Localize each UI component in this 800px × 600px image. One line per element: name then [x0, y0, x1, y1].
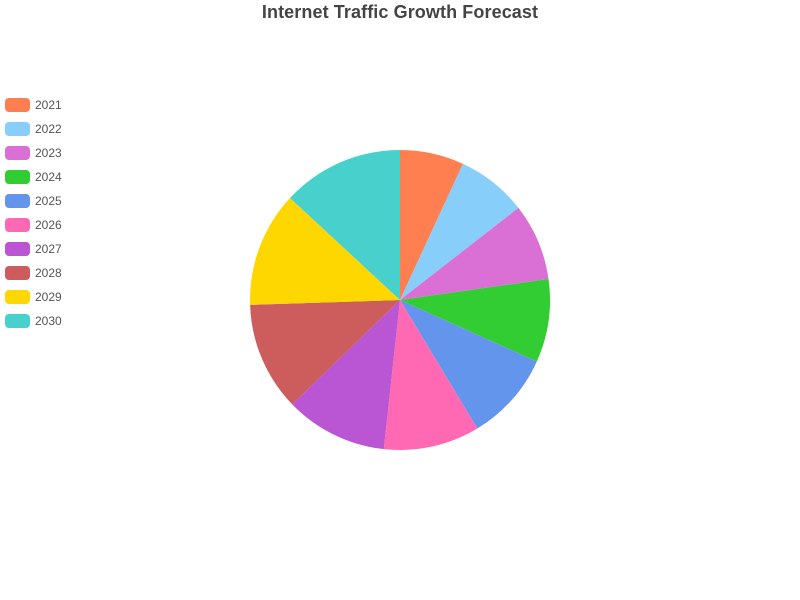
pie-slice-2029[interactable]	[249, 198, 400, 305]
legend-label-2022: 2022	[35, 122, 62, 136]
legend-item-2022[interactable]: 2022	[5, 117, 125, 141]
legend-item-2024[interactable]: 2024	[5, 165, 125, 189]
legend-swatch-2025	[5, 194, 30, 208]
legend-label-2028: 2028	[35, 266, 62, 280]
legend-swatch-2022	[5, 122, 30, 136]
legend-label-2026: 2026	[35, 218, 62, 232]
pie-slice-2025[interactable]	[400, 300, 537, 429]
legend-swatch-2024	[5, 170, 30, 184]
legend-label-2029: 2029	[35, 290, 62, 304]
legend-label-2027: 2027	[35, 242, 62, 256]
pie-slice-2026[interactable]	[383, 300, 478, 451]
legend-label-2023: 2023	[35, 146, 62, 160]
legend-item-2026[interactable]: 2026	[5, 213, 125, 237]
legend-swatch-2027	[5, 242, 30, 256]
legend-item-2030[interactable]: 2030	[5, 309, 125, 333]
legend-swatch-2023	[5, 146, 30, 160]
legend-label-2030: 2030	[35, 314, 62, 328]
pie-slice-2030[interactable]	[289, 150, 400, 300]
legend-item-2028[interactable]: 2028	[5, 261, 125, 285]
pie-slice-2027[interactable]	[292, 300, 400, 450]
pie-slice-2021[interactable]	[400, 150, 463, 300]
legend-swatch-2021	[5, 98, 30, 112]
legend-label-2021: 2021	[35, 98, 62, 112]
legend-item-2023[interactable]: 2023	[5, 141, 125, 165]
legend-swatch-2030	[5, 314, 30, 328]
legend-swatch-2028	[5, 266, 30, 280]
legend-item-2025[interactable]: 2025	[5, 189, 125, 213]
pie-slice-2023[interactable]	[400, 207, 549, 300]
pie-slice-2024[interactable]	[400, 278, 551, 362]
legend-item-2029[interactable]: 2029	[5, 285, 125, 309]
legend-item-2027[interactable]: 2027	[5, 237, 125, 261]
legend-swatch-2026	[5, 218, 30, 232]
chart-legend: 2021 2022 2023 2024 2025 2026 2027 2028 2029 2030	[5, 93, 125, 333]
legend-label-2025: 2025	[35, 194, 62, 208]
pie-slice-2028[interactable]	[250, 300, 400, 405]
legend-swatch-2029	[5, 290, 30, 304]
chart-title: Internet Traffic Growth Forecast	[261, 2, 539, 22]
legend-label-2024: 2024	[35, 170, 62, 184]
pie-slice-2022[interactable]	[400, 163, 519, 300]
legend-item-2021[interactable]: 2021	[5, 93, 125, 117]
